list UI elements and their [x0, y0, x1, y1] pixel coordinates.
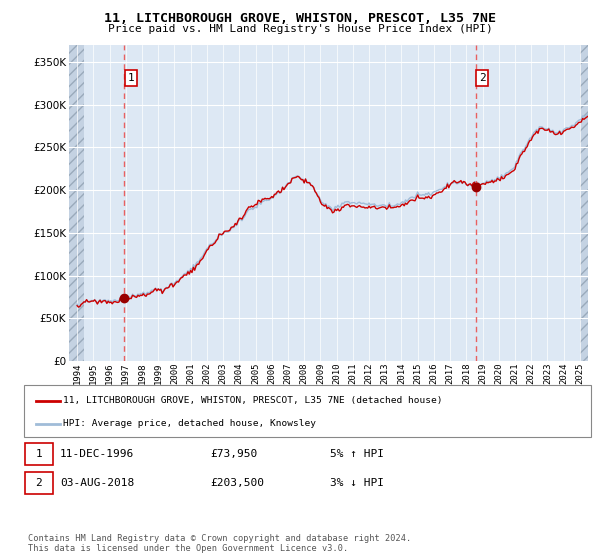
- Text: 5% ↑ HPI: 5% ↑ HPI: [330, 449, 384, 459]
- Bar: [580, 45, 588, 361]
- Text: 1: 1: [35, 449, 43, 459]
- Text: HPI: Average price, detached house, Knowsley: HPI: Average price, detached house, Know…: [63, 419, 316, 428]
- Bar: [69, 45, 84, 361]
- Text: 2: 2: [35, 478, 43, 488]
- Text: 11-DEC-1996: 11-DEC-1996: [60, 449, 134, 459]
- Text: 1: 1: [128, 73, 134, 83]
- Text: 2: 2: [479, 73, 485, 83]
- Text: 11, LITCHBOROUGH GROVE, WHISTON, PRESCOT, L35 7NE: 11, LITCHBOROUGH GROVE, WHISTON, PRESCOT…: [104, 12, 496, 25]
- Text: Price paid vs. HM Land Registry's House Price Index (HPI): Price paid vs. HM Land Registry's House …: [107, 24, 493, 34]
- Text: Contains HM Land Registry data © Crown copyright and database right 2024.
This d: Contains HM Land Registry data © Crown c…: [28, 534, 412, 553]
- Text: 03-AUG-2018: 03-AUG-2018: [60, 478, 134, 488]
- Text: £73,950: £73,950: [210, 449, 257, 459]
- Text: £203,500: £203,500: [210, 478, 264, 488]
- Text: 3% ↓ HPI: 3% ↓ HPI: [330, 478, 384, 488]
- Text: 11, LITCHBOROUGH GROVE, WHISTON, PRESCOT, L35 7NE (detached house): 11, LITCHBOROUGH GROVE, WHISTON, PRESCOT…: [63, 396, 443, 405]
